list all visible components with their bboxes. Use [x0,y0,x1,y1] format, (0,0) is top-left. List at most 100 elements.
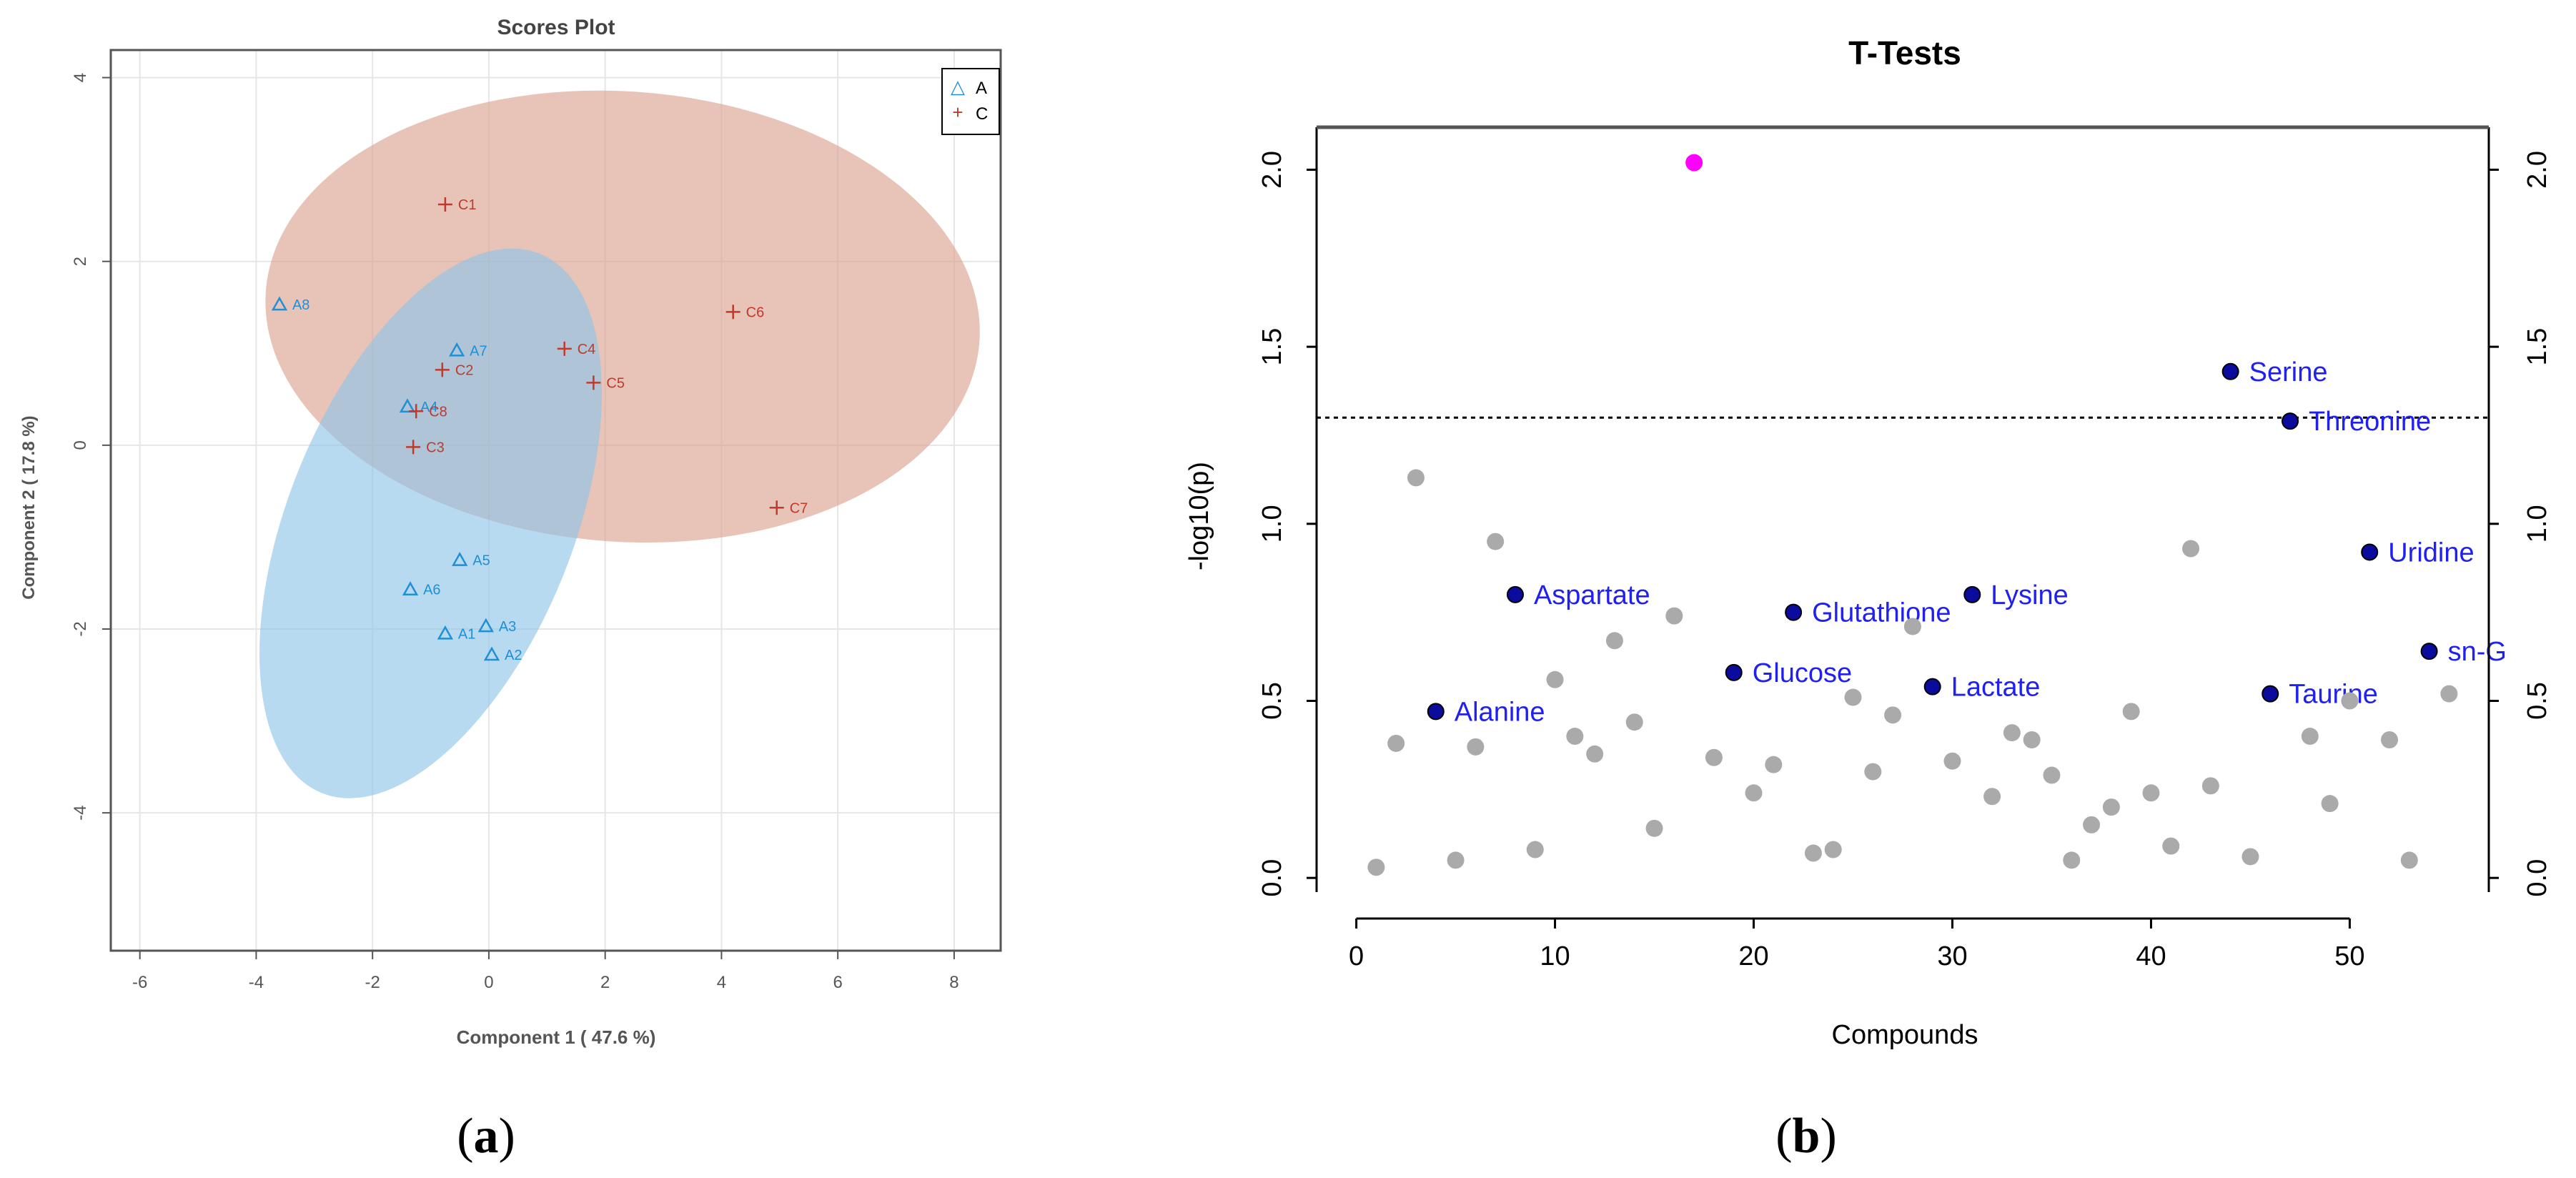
score-point-a [437,625,454,640]
ttest-point [1864,763,1882,781]
compound-label: Uridine [2388,538,2474,568]
ttest-point-labeled [2282,412,2299,430]
score-point-label: A4 [420,400,437,415]
ttest-point [1526,841,1544,858]
confidence-ellipse-a [259,248,603,798]
x-tick-label: 30 [1937,941,1967,971]
ttests-plot-frame [1315,125,2490,892]
ttest-point [1903,618,1921,635]
ttest-point-labeled [2361,543,2379,561]
x-tick-label: 50 [2334,941,2364,971]
score-point-label: A7 [470,343,487,359]
scores-x-axis-label: Component 1 ( 47.6 %) [457,1026,656,1048]
x-tick-label: 8 [949,973,958,992]
y-tick-label-right: 1.5 [2522,328,2552,366]
ttest-point [2241,848,2259,866]
y-tick-label: -2 [71,621,90,636]
score-point-a [449,342,465,357]
scores-plot-title: Scores Plot [497,16,615,39]
x-tick-label: 40 [2136,941,2166,971]
y-tick-label-left: 2.0 [1257,151,1287,189]
score-point-c [769,500,784,515]
ttest-point [2321,795,2339,813]
ttest-point-labeled [1427,703,1445,721]
ttest-point [2043,766,2061,784]
score-point-a [402,581,419,595]
ttests-y-axis-label: -log10(p) [1184,462,1214,570]
ttest-point [2381,731,2399,748]
compound-label: Threonine [2309,407,2431,437]
ttest-point [1665,607,1683,625]
score-point-c [406,440,421,455]
compound-label: Aspartate [1534,580,1650,610]
score-point-a [477,618,494,633]
score-point-label: C1 [458,197,477,213]
caption-a-open: ( [457,1109,473,1164]
y-tick-label-left: 1.0 [1257,505,1287,543]
ttest-point-labeled [2262,685,2279,703]
y-tick-label-right: 1.0 [2522,505,2552,543]
x-tick-label: 0 [1349,941,1364,971]
score-point-label: C4 [578,342,596,357]
legend-symbol-c: + [952,102,963,123]
ttest-point-labeled [1506,585,1524,603]
ttests-plot-title: T-Tests [1848,34,1961,71]
ttest-point [1745,784,1763,802]
caption-b-close: ) [1820,1109,1836,1164]
score-point-a [399,398,416,413]
ttest-point [1645,819,1663,837]
ttest-point [2003,724,2021,742]
score-point-label: C3 [426,440,445,455]
compound-label: Glucose [1753,658,1852,688]
score-point-a [483,646,500,661]
score-point-c [409,404,424,419]
ttest-point [2023,731,2041,748]
y-tick-label-left: 1.5 [1257,328,1287,366]
ttests-points: Alanine Aspartate Glucose Glutathione Lactat… [1367,154,2507,876]
scores-legend: △ A + C [941,68,1000,135]
y-tick-label: 4 [71,73,90,82]
x-tick-label: -2 [365,973,380,992]
legend-box [941,68,1000,135]
y-tick-label: -4 [71,805,90,820]
caption-b-open: ( [1775,1109,1792,1164]
ttest-point-labeled [1923,678,1941,696]
ttest-point-labeled [2420,643,2438,660]
compound-label: Lysine [1991,580,2068,610]
score-point-label: A5 [472,553,490,569]
caption-a-close: ) [499,1109,515,1164]
compound-label: Glutathione [1812,598,1951,628]
legend-symbol-a: △ [951,76,965,97]
ttest-point [1625,713,1643,731]
ttest-point [1546,670,1564,688]
ttest-point [1824,841,1842,858]
ttest-point [1844,688,1862,706]
scores-axis-ticks: -6 -4 -2 0 2 4 6 8 -4 -2 0 2 4 [71,73,959,992]
score-point-c [586,375,601,390]
x-tick-label: 2 [600,973,610,992]
score-point-label: A1 [458,626,475,642]
legend-label-c: C [976,104,988,124]
ttest-point [2201,777,2219,795]
ttest-point [2400,851,2418,869]
compound-label: Lactate [1951,673,2041,703]
x-tick-label: 4 [717,973,726,992]
ttest-point [2301,728,2319,746]
ttest-point [1447,851,1465,869]
score-point-c [557,341,572,356]
y-tick-label-right: 0.5 [2522,682,2552,720]
caption-b: (b) [1775,1109,1837,1164]
ttest-point [2083,816,2101,833]
score-point-label: C2 [455,362,474,378]
scores-plot-frame [109,49,1002,952]
caption-b-letter: b [1793,1109,1820,1164]
ttest-point [2440,685,2458,703]
score-point-a [271,296,288,311]
scores-y-axis-label: Component 2 ( 17.8 %) [19,415,39,599]
ttest-point [2182,540,2200,558]
ttest-point [1367,858,1385,876]
ttest-point-labeled [1785,603,1803,621]
caption-a-letter: a [474,1109,499,1164]
ttest-point [2063,851,2081,869]
